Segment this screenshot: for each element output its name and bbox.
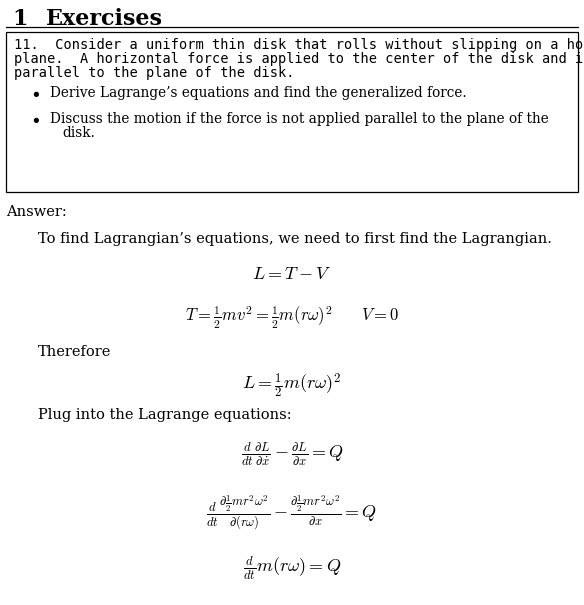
Text: $L = T - V$: $L = T - V$ (252, 265, 332, 283)
Text: Derive Lagrange’s equations and find the generalized force.: Derive Lagrange’s equations and find the… (50, 86, 467, 100)
Text: Therefore: Therefore (38, 345, 112, 359)
Text: Discuss the motion if the force is not applied parallel to the plane of the: Discuss the motion if the force is not a… (50, 112, 549, 126)
Text: $\frac{d}{dt}m(r\omega) = Q$: $\frac{d}{dt}m(r\omega) = Q$ (243, 554, 341, 582)
Text: $\frac{d}{dt}\frac{\partial \frac{1}{2}mr^2\omega^2}{\partial (r\omega)} - \frac: $\frac{d}{dt}\frac{\partial \frac{1}{2}m… (206, 494, 378, 533)
Text: To find Lagrangian’s equations, we need to first find the Lagrangian.: To find Lagrangian’s equations, we need … (38, 232, 552, 246)
Text: $\bullet$: $\bullet$ (32, 112, 40, 126)
Text: 1: 1 (12, 8, 27, 30)
Bar (6, 32, 578, 192)
Text: parallel to the plane of the disk.: parallel to the plane of the disk. (14, 66, 294, 80)
Text: $\frac{d}{dt}\frac{\partial L}{\partial \dot{x}} - \frac{\partial L}{\partial x}: $\frac{d}{dt}\frac{\partial L}{\partial … (241, 440, 343, 468)
Text: $\bullet$: $\bullet$ (32, 86, 40, 100)
Text: disk.: disk. (62, 126, 95, 140)
Text: Exercises: Exercises (46, 8, 163, 30)
Text: Plug into the Lagrange equations:: Plug into the Lagrange equations: (38, 408, 291, 422)
Text: 11.  Consider a uniform thin disk that rolls without slipping on a horizontal: 11. Consider a uniform thin disk that ro… (14, 38, 584, 52)
Text: Answer:: Answer: (6, 205, 67, 219)
Text: $T = \frac{1}{2}mv^2 = \frac{1}{2}m(r\omega)^2 \qquad V = 0$: $T = \frac{1}{2}mv^2 = \frac{1}{2}m(r\om… (185, 305, 399, 332)
Text: $L = \frac{1}{2}m(r\omega)^2$: $L = \frac{1}{2}m(r\omega)^2$ (242, 372, 342, 401)
Text: plane.  A horizontal force is applied to the center of the disk and in a directi: plane. A horizontal force is applied to … (14, 52, 584, 66)
